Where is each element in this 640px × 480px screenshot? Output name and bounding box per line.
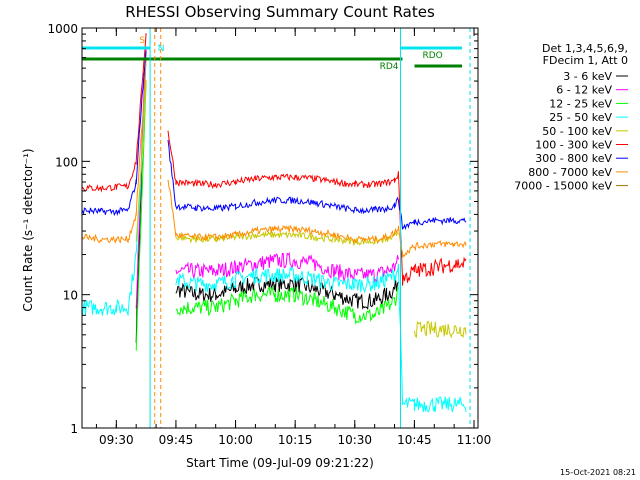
timestamp: 15-Oct-2021 08:21 bbox=[560, 468, 636, 477]
legend-entry-8: 800 - 7000 keV bbox=[528, 166, 612, 179]
chart-title: RHESSI Observing Summary Count Rates bbox=[125, 3, 435, 21]
legend-entry-4: 25 - 50 keV bbox=[549, 111, 612, 124]
legend-entry-2: 6 - 12 keV bbox=[556, 84, 612, 97]
legend-entry-9: 7000 - 15000 keV bbox=[514, 180, 612, 193]
legend-entry-3: 12 - 25 keV bbox=[549, 97, 612, 110]
axes: 09:30 09:45 10:00 10:15 10:30 10:45 11:00 1 10 10… bbox=[47, 22, 491, 447]
legend-entry-1: 3 - 6 keV bbox=[563, 70, 612, 83]
flag-label-s: S bbox=[139, 36, 145, 46]
y-tick-label-3: 100 bbox=[55, 155, 78, 169]
series-line-3 bbox=[135, 81, 399, 351]
series-line-8 bbox=[82, 58, 467, 258]
plot-frame bbox=[81, 27, 479, 429]
plot-area bbox=[82, 33, 467, 413]
series-line-7 bbox=[82, 50, 467, 231]
y-tick-label-4: 1000 bbox=[47, 22, 78, 36]
x-tick-label-2: 09:45 bbox=[159, 433, 194, 447]
legend: Det 1,3,4,5,6,9,FDecim 1, Att 0 3 - 6 keV… bbox=[514, 42, 628, 193]
x-tick-label-7: 11:00 bbox=[457, 433, 492, 447]
x-tick-label-6: 10:45 bbox=[397, 433, 432, 447]
x-tick-label-1: 09:30 bbox=[99, 433, 134, 447]
legend-header-1: Det 1,3,4,5,6,9, bbox=[542, 42, 628, 55]
instrument-flags: S N RDO RD4 bbox=[82, 28, 471, 428]
flag-label-n: N bbox=[158, 44, 165, 54]
x-tick-label-5: 10:30 bbox=[337, 433, 372, 447]
y-tick-label-2: 10 bbox=[63, 289, 78, 303]
series-line-4 bbox=[82, 54, 467, 413]
x-axis-title: Start Time (09-Jul-09 09:21:22) bbox=[186, 456, 374, 470]
series-line-6 bbox=[82, 33, 467, 286]
x-tick-label-3: 10:00 bbox=[218, 433, 253, 447]
legend-entry-7: 300 - 800 keV bbox=[535, 152, 612, 165]
legend-entry-6: 100 - 300 keV bbox=[535, 139, 612, 152]
flag-label-rdo: RDO bbox=[422, 51, 442, 61]
legend-entry-5: 50 - 100 keV bbox=[542, 125, 612, 138]
x-tick-label-4: 10:15 bbox=[278, 433, 313, 447]
y-tick-label-1: 1 bbox=[70, 422, 78, 436]
flag-label-rd4: RD4 bbox=[380, 62, 399, 72]
y-axis-title: Count Rate (s⁻¹ detector⁻¹) bbox=[21, 148, 35, 311]
legend-header-2: FDecim 1, Att 0 bbox=[543, 54, 628, 67]
